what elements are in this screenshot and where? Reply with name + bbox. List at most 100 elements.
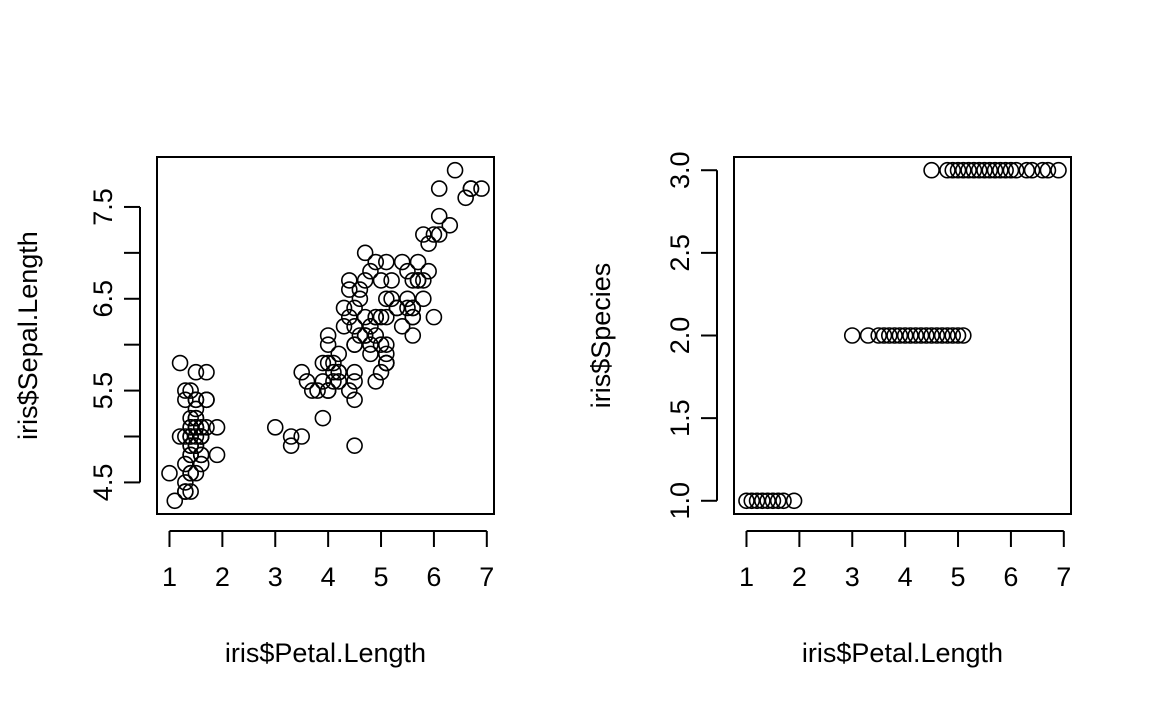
data-point <box>383 290 400 308</box>
data-point <box>393 318 411 335</box>
x-tick-label: 7 <box>479 562 494 592</box>
data-point <box>955 161 972 179</box>
data-point <box>208 446 226 464</box>
x-tick-label: 1 <box>739 562 754 592</box>
data-point <box>293 428 311 445</box>
data-point <box>192 419 210 436</box>
data-point <box>923 327 940 344</box>
data-point <box>372 272 390 289</box>
data-point <box>303 382 321 399</box>
x-tick-label: 2 <box>792 562 807 592</box>
y-tick-label: 5.5 <box>88 372 118 410</box>
data-point <box>314 354 332 372</box>
data-point <box>325 354 342 372</box>
y-axis-label: iris$Sepal.Length <box>13 231 43 440</box>
data-point <box>340 281 358 298</box>
data-point <box>187 419 205 436</box>
data-point <box>367 373 385 390</box>
data-point <box>859 327 877 344</box>
data-point <box>425 308 443 326</box>
data-point <box>319 336 337 353</box>
data-point <box>166 492 184 510</box>
data-point <box>182 428 199 445</box>
data-point <box>393 253 411 271</box>
data-point <box>346 373 363 390</box>
data-point <box>404 308 422 326</box>
data-points <box>738 161 1067 510</box>
data-point <box>340 308 358 326</box>
data-point <box>743 492 761 510</box>
data-point <box>1007 161 1025 179</box>
data-point <box>960 161 977 179</box>
data-point <box>198 419 215 436</box>
data-point <box>372 336 390 353</box>
data-point <box>939 161 956 179</box>
x-tick-label: 5 <box>951 562 966 592</box>
data-point <box>923 161 940 179</box>
data-point <box>182 419 199 436</box>
chart-panel-2: 1 2 3 4 5 6 7 1.0 1.5 2.0 2.5 3.0 iris$Petal.Length i… <box>586 151 1072 668</box>
x-tick-label: 2 <box>215 562 230 592</box>
data-point <box>367 253 385 271</box>
data-point <box>378 345 395 363</box>
data-point <box>420 235 437 252</box>
data-point <box>335 318 353 335</box>
y-axis-label: iris$Species <box>586 263 616 409</box>
data-point <box>875 327 893 344</box>
data-point <box>981 161 999 179</box>
data-point <box>282 437 300 454</box>
data-point <box>282 428 300 445</box>
data-point <box>346 437 363 454</box>
data-point <box>462 180 480 197</box>
data-point <box>171 428 189 445</box>
data-point <box>738 492 755 510</box>
data-point <box>182 483 199 500</box>
data-point <box>266 419 284 436</box>
data-point <box>1018 161 1036 179</box>
data-point <box>404 299 422 317</box>
data-point <box>992 161 1009 179</box>
y-tick-label: 4.5 <box>88 464 118 502</box>
data-point <box>330 345 348 363</box>
x-axis-label: iris$Petal.Length <box>802 638 1003 668</box>
data-point <box>372 363 390 381</box>
data-point <box>208 419 226 436</box>
data-point <box>187 363 205 381</box>
data-point <box>198 363 215 381</box>
x-tick-label: 4 <box>898 562 913 592</box>
data-point <box>351 290 369 308</box>
data-point <box>949 327 967 344</box>
data-point <box>356 272 374 289</box>
data-point <box>891 327 909 344</box>
data-point <box>415 272 432 289</box>
x-tick-label: 3 <box>268 562 283 592</box>
data-point <box>372 308 390 326</box>
data-point <box>346 363 363 381</box>
data-point <box>161 464 178 482</box>
data-point <box>314 409 332 427</box>
data-point <box>309 382 326 399</box>
data-point <box>880 327 898 344</box>
data-point <box>378 253 395 271</box>
data-point <box>314 373 332 390</box>
data-point <box>330 373 348 390</box>
data-point <box>187 409 205 427</box>
data-point <box>383 272 400 289</box>
data-point <box>870 327 888 344</box>
data-point <box>362 336 379 353</box>
data-point <box>404 327 422 344</box>
data-point <box>187 437 205 454</box>
data-point <box>356 308 374 326</box>
data-point <box>748 492 766 510</box>
data-point <box>177 382 194 399</box>
data-point <box>388 299 406 317</box>
data-point <box>415 226 432 243</box>
data-point <box>907 327 925 344</box>
data-point <box>446 161 464 179</box>
data-point <box>187 464 205 482</box>
data-point <box>399 262 416 280</box>
data-point <box>356 244 374 262</box>
data-point <box>399 299 416 317</box>
data-point <box>902 327 919 344</box>
